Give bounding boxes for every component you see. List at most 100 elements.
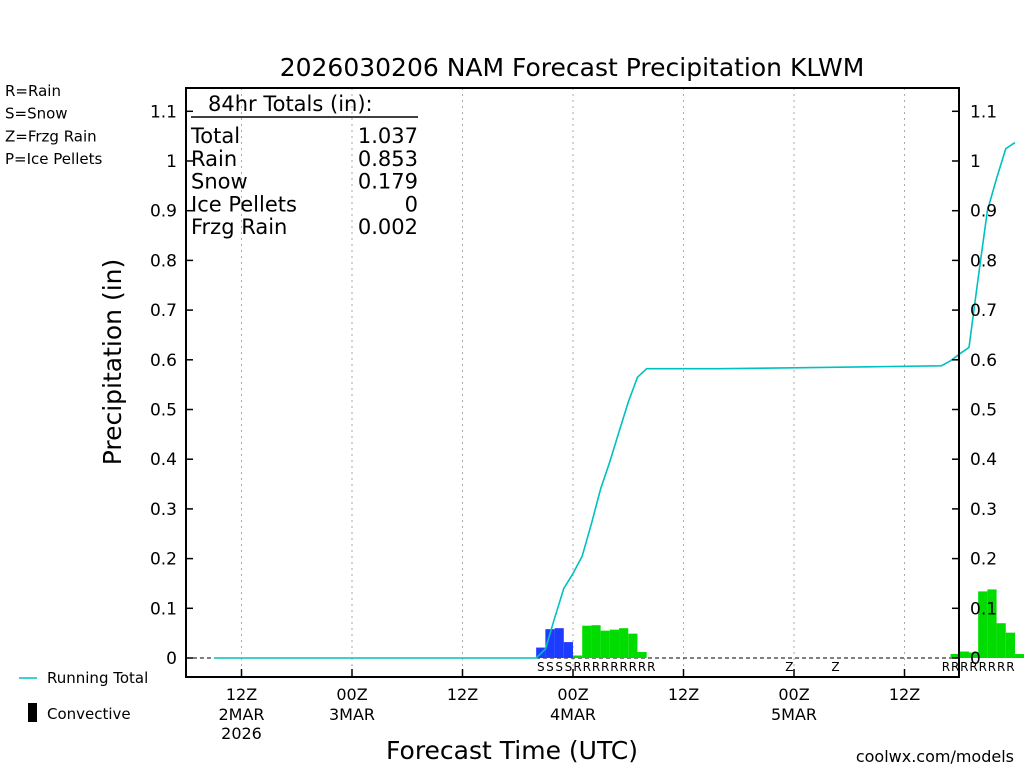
y-tick-label: 0.5	[150, 401, 177, 421]
ptype-letter: R	[592, 660, 600, 674]
rain-bar	[968, 652, 979, 658]
x-tick-year: 2026	[221, 724, 262, 743]
rain-bar	[591, 625, 601, 658]
ptype-letter: R	[960, 660, 968, 674]
running-total-series	[213, 141, 1016, 659]
x-tick-date: 2MAR	[218, 705, 264, 724]
ptype-letter: R	[969, 660, 977, 674]
rain-bar	[1015, 654, 1024, 658]
running-total-key-label: Running Total	[47, 669, 148, 687]
ptype-letter: R	[638, 660, 646, 674]
y-tick-label: 0.1	[970, 599, 997, 619]
convective-key-label: Convective	[47, 705, 131, 723]
ptype-letter: R	[997, 660, 1005, 674]
ptype-letter: R	[988, 660, 996, 674]
ptype-letter: R	[619, 660, 627, 674]
y-tick-label: 0.6	[970, 351, 997, 371]
rain-bar	[619, 628, 629, 658]
x-axis-label: Forecast Time (UTC)	[386, 736, 638, 765]
x-tick-label: 12Z	[226, 685, 257, 704]
ptype-letter: Z	[785, 660, 793, 674]
precip-bars	[536, 589, 1024, 658]
x-tick-label: 00Z	[778, 685, 809, 704]
ptype-letter: R	[573, 660, 581, 674]
x-tick-label: 00Z	[336, 685, 367, 704]
totals-row-label: Ice Pellets	[191, 192, 297, 216]
running-total-line	[213, 141, 1016, 659]
y-tick-label: 0.3	[150, 500, 177, 520]
y-tick-label: 0.7	[970, 301, 997, 321]
y-tick-label: 0.9	[150, 202, 177, 222]
totals-row-value: 0.179	[358, 170, 418, 194]
y-tick-label: 0.4	[970, 450, 997, 470]
y-axis-label: Precipitation (in)	[98, 259, 127, 466]
y-tick-label: 0.2	[150, 550, 177, 570]
totals-table: 84hr Totals (in): Total 1.037 Rain 0.853 Snow…	[190, 92, 418, 239]
rain-bar	[950, 654, 960, 658]
ptype-letter: R	[951, 660, 959, 674]
totals-row-value: 0.002	[358, 215, 418, 239]
ptype-letter: R	[647, 660, 655, 674]
y-tick-label: 0	[166, 649, 177, 669]
totals-row-label: Total	[190, 124, 240, 148]
y-tick-label: 1.1	[150, 102, 177, 122]
rain-bar	[573, 655, 583, 658]
rain-bar	[978, 591, 988, 658]
y-tick-label: 0.3	[970, 500, 997, 520]
rain-bar	[600, 630, 610, 658]
rain-bar	[987, 589, 997, 658]
y-tick-label: 1	[166, 152, 177, 172]
y-tick-label: 0.9	[970, 202, 997, 222]
totals-row-value: 0.853	[358, 147, 418, 171]
totals-row-label: Snow	[191, 170, 248, 194]
ptype-letter: R	[610, 660, 618, 674]
rain-bar	[628, 633, 638, 658]
ptype-letter: R	[1006, 660, 1014, 674]
legend-entry: Z=Frzg Rain	[5, 127, 97, 145]
totals-row-label: Rain	[191, 147, 237, 171]
ptype-letter: R	[942, 660, 950, 674]
x-tick-date: 5MAR	[771, 705, 817, 724]
y-tick-label: 0.4	[150, 450, 177, 470]
rain-bar	[996, 623, 1006, 658]
y-tick-label: 0.7	[150, 301, 177, 321]
chart-title: 2026030206 NAM Forecast Precipitation KL…	[280, 53, 865, 82]
totals-row-value: 0	[405, 192, 418, 216]
credit-text: coolwx.com/models	[856, 747, 1014, 766]
ptype-letter: S	[565, 660, 573, 674]
legend-entry: S=Snow	[5, 105, 68, 123]
totals-row-label: Frzg Rain	[191, 215, 287, 239]
legend-entry: R=Rain	[5, 82, 61, 100]
ptype-letter: R	[601, 660, 609, 674]
rain-bar	[609, 629, 620, 658]
ptype-letter: S	[546, 660, 554, 674]
rain-bar	[582, 625, 592, 658]
convective-key-swatch	[28, 703, 37, 722]
y-tick-label: 0.8	[970, 251, 997, 271]
y-tick-label: 0.5	[970, 401, 997, 421]
x-tick-label: 12Z	[889, 685, 920, 704]
gridlines	[186, 88, 959, 677]
ptype-letter: S	[537, 660, 545, 674]
y-tick-label: 0.8	[150, 251, 177, 271]
ptype-letter: S	[555, 660, 563, 674]
y-ticks: 0 0 0.1 0.1 0.2 0.2 0.3 0.3 0.4 0.4 0.5 0.5 0.6 0.6 0.…	[150, 102, 997, 669]
rain-bar	[1005, 632, 1015, 658]
y-tick-label: 1	[970, 152, 981, 172]
ptype-legend: R=Rain S=Snow Z=Frzg Rain P=Ice Pellets	[5, 82, 102, 168]
x-tick-date: 3MAR	[329, 705, 375, 724]
ptype-letter: Z	[831, 660, 839, 674]
ptype-letter: R	[583, 660, 591, 674]
x-tick-label: 12Z	[447, 685, 478, 704]
totals-heading: 84hr Totals (in):	[208, 92, 373, 116]
snow-bar	[545, 629, 555, 658]
totals-row-value: 1.037	[358, 124, 418, 148]
ptype-letter: R	[629, 660, 637, 674]
snow-bar	[554, 628, 564, 658]
rain-bar	[637, 652, 647, 658]
y-tick-label: 0.1	[150, 599, 177, 619]
y-tick-label: 0.2	[970, 550, 997, 570]
